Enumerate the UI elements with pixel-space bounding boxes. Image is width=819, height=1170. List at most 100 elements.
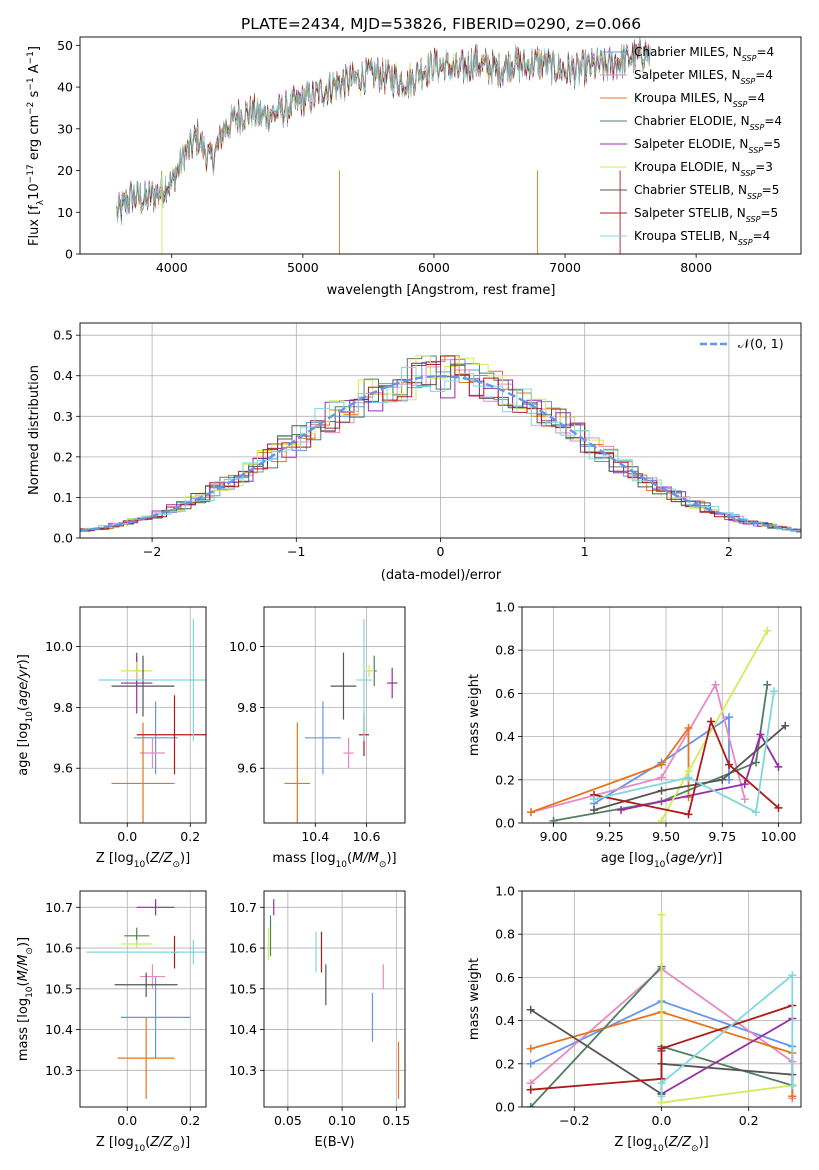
- y-tick-label: 40: [57, 80, 73, 95]
- mass-weight-marker: [725, 775, 733, 784]
- mass_vs_ebv-plot: [264, 891, 405, 1107]
- spectrum-plot: [116, 37, 651, 254]
- x-tick-label: 0: [437, 544, 445, 559]
- mass_weight_vs_Z-axes: −0.2 0.0 0.2 0.0 0.2 0.4 0.6 0.8 1.0 Z [log10(Z/Z…: [467, 884, 802, 1154]
- mass_vs_Z-plot: [80, 891, 206, 1107]
- x-tick-label: 7000: [549, 260, 581, 275]
- y-tick-label: 10.0: [229, 639, 257, 654]
- residuals-axes: −2 −1 0 1 2 0.0 0.1 0.2 0.3 0.4 0.5 (data-model)/er…: [27, 322, 802, 583]
- legend-label: Salpeter ELODIE, NSSP=5: [634, 137, 781, 155]
- y-tick-label: 0.5: [53, 328, 73, 343]
- x-tick-label: 0.0: [652, 1113, 672, 1128]
- spectrum-axes: 4000 5000 6000 7000 8000 0 10 20 30 40 50 wavelengt…: [26, 36, 802, 298]
- spectrum-line: [116, 37, 651, 221]
- x-axis-label: Z [log10(Z/Z⊙)]: [614, 1135, 708, 1154]
- mass-weight-marker: [657, 773, 666, 782]
- age_vs_Z-frame: [79, 606, 207, 824]
- mass-weight-marker: [526, 1103, 535, 1107]
- mass-weight-marker: [657, 1044, 666, 1053]
- legend-label: Salpeter MILES, NSSP=4: [634, 68, 773, 86]
- mass-weight-marker: [788, 971, 797, 980]
- mass-weight-marker: [526, 1005, 535, 1014]
- mass-weight-marker: [725, 760, 733, 769]
- mass-weight-marker: [657, 816, 666, 823]
- y-tick-label: 10.5: [229, 981, 257, 996]
- x-tick-label: 0.2: [180, 1113, 200, 1128]
- mass-weight-marker: [740, 795, 749, 804]
- y-tick-label: 0: [65, 247, 73, 262]
- x-axis-label: E(B-V): [314, 1135, 354, 1150]
- x-axis-label: mass [log10(M/M⊙)]: [272, 851, 396, 870]
- mass-weight-marker: [774, 803, 783, 812]
- mass_vs_Z-axes: 0.0 0.2 10.3 10.4 10.5 10.6 10.7 Z [log10(Z/Z⊙)…: [16, 890, 207, 1154]
- age_vs_Z-plot: [80, 607, 206, 823]
- mass-weight-marker: [527, 808, 535, 817]
- y-tick-label: 10: [57, 205, 73, 220]
- y-axis-label: Flux [fλ10−17 erg cm−2 s−1 A−1]: [26, 46, 46, 246]
- x-tick-label: 5000: [287, 260, 319, 275]
- spectrum-frame: [79, 36, 802, 255]
- mass-weight-marker: [526, 1059, 535, 1068]
- mass-weight-marker: [770, 687, 778, 696]
- y-tick-label: 0.6: [495, 970, 515, 985]
- legend-label: 𝒩(0, 1): [738, 336, 784, 351]
- spectrum-title: PLATE=2434, MJD=53826, FIBERID=0290, z=0…: [241, 15, 641, 33]
- y-tick-label: 10.3: [45, 1063, 73, 1078]
- y-axis-label: mass weight: [467, 958, 482, 1040]
- x-tick-label: 4000: [156, 260, 188, 275]
- age_vs_mass-axes: 10.4 10.6 9.6 9.8 10.0 mass [log10(M/M⊙)]: [229, 606, 406, 870]
- y-tick-label: 0.1: [53, 490, 73, 505]
- mass-weight-marker: [707, 717, 715, 726]
- y-tick-label: 10.3: [229, 1063, 257, 1078]
- x-axis-label: (data-model)/error: [381, 568, 502, 583]
- x-tick-label: 10.4: [301, 829, 329, 844]
- mass-weight-line: [620, 732, 780, 811]
- mass-weight-line: [593, 715, 730, 805]
- mass_vs_Z-frame: [79, 890, 207, 1108]
- histogram-step: [80, 355, 801, 533]
- x-tick-label: 9.25: [596, 829, 624, 844]
- y-tick-label: 10.7: [45, 900, 73, 915]
- legend-label: Salpeter STELIB, NSSP=5: [634, 206, 778, 224]
- legend-label: Chabrier ELODIE, NSSP=4: [634, 114, 782, 132]
- legend-label: Chabrier MILES, NSSP=4: [634, 45, 774, 63]
- mass-weight-marker: [763, 680, 772, 689]
- x-tick-label: 9.50: [652, 829, 680, 844]
- x-tick-label: 9.00: [540, 829, 568, 844]
- mass-weight-marker: [657, 786, 666, 795]
- mass-weight-marker: [657, 1079, 666, 1088]
- x-tick-label: 0.0: [117, 829, 137, 844]
- y-tick-label: 10.4: [229, 1022, 257, 1037]
- legend-label: Kroupa STELIB, NSSP=4: [634, 229, 770, 247]
- y-tick-label: 0.0: [495, 1100, 515, 1115]
- residuals-plot: [80, 323, 801, 538]
- x-tick-label: 1: [581, 544, 589, 559]
- x-axis-label: Z [log10(Z/Z⊙)]: [96, 1135, 190, 1154]
- mass-weight-marker: [526, 1044, 535, 1053]
- mass-weight-marker: [756, 730, 765, 739]
- y-tick-label: 10.7: [229, 900, 257, 915]
- mass-weight-marker: [774, 762, 783, 771]
- x-tick-label: 2: [725, 544, 733, 559]
- mass-weight-marker: [590, 795, 598, 804]
- mass-weight-line: [553, 684, 769, 822]
- mass-weight-line: [530, 682, 746, 814]
- x-tick-label: 0.10: [328, 1113, 356, 1128]
- x-tick-label: −2: [143, 544, 161, 559]
- y-tick-label: 0.2: [495, 1056, 515, 1071]
- x-axis-label: wavelength [Angstrom, rest frame]: [327, 283, 556, 298]
- mass-weight-line: [660, 630, 769, 822]
- mass-weight-marker: [788, 1081, 797, 1090]
- mass-weight-marker: [684, 810, 693, 819]
- mass-weight-line: [593, 691, 775, 814]
- x-tick-label: 6000: [418, 260, 450, 275]
- x-tick-label: 8000: [680, 260, 712, 275]
- mass-weight-marker: [549, 816, 558, 823]
- y-tick-label: 10.6: [45, 941, 73, 956]
- mass-weight-marker: [763, 626, 772, 635]
- y-tick-label: 0.4: [495, 729, 515, 744]
- legend-label: Kroupa ELODIE, NSSP=3: [634, 160, 773, 178]
- mass-weight-line: [530, 725, 690, 814]
- x-tick-label: 0.0: [117, 1113, 137, 1128]
